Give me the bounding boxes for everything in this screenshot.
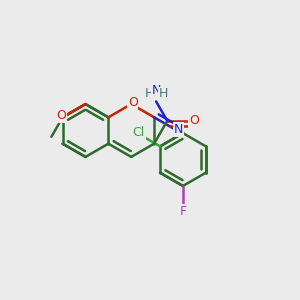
Text: F: F <box>179 205 187 218</box>
Text: H: H <box>159 87 169 101</box>
Text: N: N <box>174 123 183 136</box>
Text: Cl: Cl <box>133 126 145 139</box>
Text: H: H <box>145 87 154 101</box>
Text: O: O <box>189 114 199 127</box>
Text: O: O <box>56 109 66 122</box>
Text: O: O <box>128 96 138 109</box>
Text: N: N <box>152 83 161 97</box>
